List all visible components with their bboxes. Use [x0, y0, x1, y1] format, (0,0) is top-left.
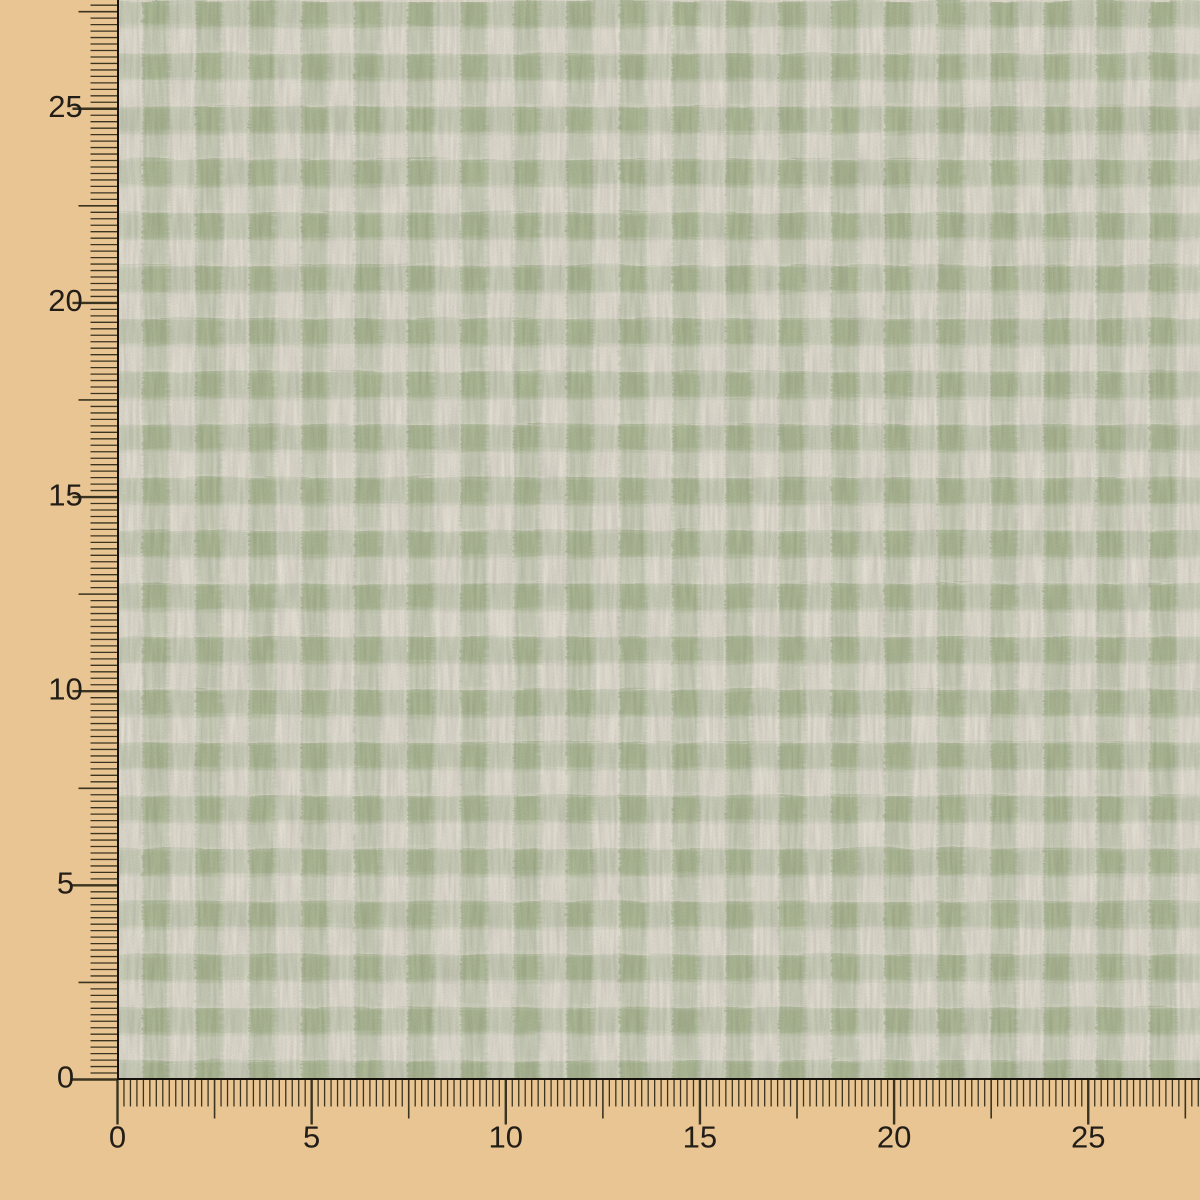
- svg-text:10: 10: [489, 1120, 523, 1155]
- svg-text:20: 20: [877, 1120, 911, 1155]
- svg-text:20: 20: [48, 283, 82, 318]
- svg-text:0: 0: [57, 1060, 74, 1095]
- svg-text:5: 5: [303, 1120, 320, 1155]
- svg-text:10: 10: [48, 671, 82, 706]
- svg-text:25: 25: [1071, 1120, 1105, 1155]
- svg-text:5: 5: [57, 866, 74, 901]
- svg-text:15: 15: [683, 1120, 717, 1155]
- svg-text:0: 0: [109, 1120, 126, 1155]
- svg-text:15: 15: [48, 477, 82, 512]
- svg-text:25: 25: [48, 89, 82, 124]
